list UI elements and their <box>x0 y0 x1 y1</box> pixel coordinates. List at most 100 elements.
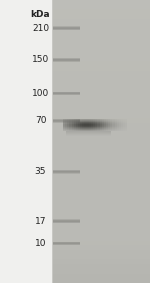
Bar <box>115 129 117 130</box>
Bar <box>0 0 52 283</box>
Bar <box>52 61 150 66</box>
Bar <box>125 121 128 122</box>
Bar <box>52 274 150 278</box>
Bar <box>82 128 84 129</box>
Bar <box>117 127 119 128</box>
Bar <box>104 130 106 131</box>
Bar <box>84 128 87 129</box>
Bar <box>72 122 74 123</box>
Bar <box>52 127 150 132</box>
Bar <box>95 127 97 128</box>
Bar <box>82 127 84 128</box>
Bar <box>52 90 150 94</box>
Bar <box>119 121 121 122</box>
Bar <box>67 121 69 122</box>
Text: 70: 70 <box>35 116 46 125</box>
Bar <box>72 130 74 131</box>
Bar <box>63 119 65 120</box>
Bar <box>69 124 72 125</box>
Bar <box>112 119 115 120</box>
Bar <box>112 122 115 123</box>
Bar <box>52 118 150 123</box>
Bar <box>52 42 150 47</box>
Bar <box>72 124 74 125</box>
Bar <box>65 121 67 122</box>
Bar <box>117 130 119 131</box>
Bar <box>106 126 108 127</box>
Bar <box>80 120 82 121</box>
Bar <box>80 130 82 131</box>
Bar <box>84 126 87 127</box>
Bar <box>78 125 80 126</box>
Bar <box>119 122 121 123</box>
Bar <box>78 126 80 127</box>
Bar <box>63 123 65 124</box>
Bar <box>104 121 106 122</box>
Bar <box>121 124 123 125</box>
Bar <box>91 128 93 129</box>
Bar <box>65 119 67 120</box>
Bar <box>97 123 100 124</box>
Bar <box>121 122 123 123</box>
Bar <box>52 241 150 245</box>
Bar <box>63 126 65 127</box>
Bar <box>100 127 102 128</box>
Bar <box>119 130 121 131</box>
Bar <box>52 222 150 226</box>
Bar <box>84 129 87 130</box>
Bar <box>52 104 150 108</box>
Bar <box>117 128 119 129</box>
Bar <box>119 120 121 121</box>
Bar <box>89 124 91 125</box>
Bar <box>84 123 87 124</box>
Bar <box>80 122 82 123</box>
Bar <box>123 126 125 127</box>
Bar <box>52 57 150 61</box>
Bar <box>65 129 67 130</box>
Bar <box>52 255 150 260</box>
Bar <box>112 121 115 122</box>
Bar <box>125 125 128 126</box>
Bar <box>80 123 82 124</box>
Bar <box>82 129 84 130</box>
Bar <box>52 160 150 165</box>
Text: 210: 210 <box>32 24 49 33</box>
Bar <box>52 278 150 283</box>
Bar <box>74 128 76 129</box>
Bar <box>125 126 128 127</box>
Bar <box>65 123 67 124</box>
Bar <box>80 128 82 129</box>
Bar <box>117 124 119 125</box>
Bar <box>52 76 150 80</box>
Bar <box>112 123 115 124</box>
Bar <box>52 38 150 42</box>
Bar <box>87 128 89 129</box>
Bar <box>102 120 104 121</box>
Bar <box>52 179 150 184</box>
Bar <box>100 128 102 129</box>
Bar <box>104 128 106 129</box>
Bar <box>52 170 150 175</box>
Bar <box>93 127 95 128</box>
Bar <box>121 126 123 127</box>
Bar <box>72 120 74 121</box>
Bar <box>123 129 125 130</box>
Bar <box>112 125 115 126</box>
Bar <box>110 123 112 124</box>
Bar <box>100 120 102 121</box>
Bar <box>97 128 100 129</box>
Bar <box>97 126 100 127</box>
Bar <box>93 130 95 131</box>
Bar <box>89 122 91 123</box>
Bar <box>65 124 67 125</box>
Bar <box>52 132 150 137</box>
Bar <box>123 130 125 131</box>
Bar <box>123 125 125 126</box>
Bar <box>110 122 112 123</box>
Bar <box>87 121 89 122</box>
Text: 10: 10 <box>35 239 46 248</box>
Bar <box>91 121 93 122</box>
Bar <box>106 120 108 121</box>
Bar <box>52 71 150 76</box>
Bar <box>67 127 69 128</box>
